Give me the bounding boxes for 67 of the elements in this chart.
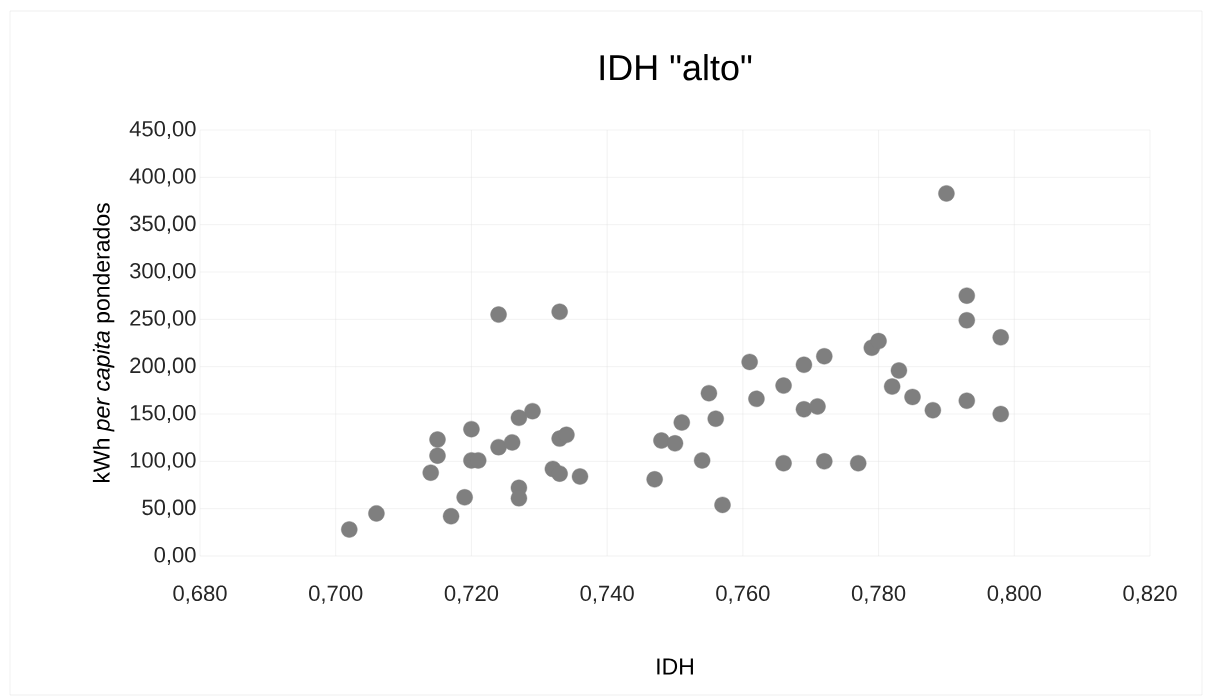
point	[422, 464, 439, 481]
point	[700, 384, 718, 402]
point	[571, 468, 589, 485]
point	[958, 392, 975, 409]
point	[551, 303, 568, 320]
point	[924, 402, 942, 419]
point	[666, 435, 684, 452]
point	[958, 287, 975, 304]
point	[992, 405, 1009, 423]
x-tick-label: 0,720	[444, 585, 499, 604]
y-tick-label: 250,00	[130, 310, 196, 329]
point	[510, 409, 528, 426]
x-tick-label: 0,800	[987, 585, 1041, 604]
y-tick-label: 100,00	[130, 452, 196, 471]
x-tick-label: 0,760	[716, 585, 770, 604]
x-axis-title: IDH	[657, 658, 693, 675]
point	[429, 431, 446, 448]
point	[850, 455, 867, 472]
y-tick-label: 0,00	[154, 546, 196, 566]
point	[646, 471, 663, 488]
y-tick-label: 400,00	[129, 168, 196, 187]
point	[442, 508, 460, 525]
y-tick-label: 200,00	[130, 357, 196, 376]
point	[883, 378, 901, 395]
x-tick-label: 0,780	[851, 585, 906, 604]
point	[558, 426, 575, 444]
point	[490, 438, 507, 456]
point	[775, 455, 792, 472]
x-tick-label: 0,700	[309, 585, 363, 604]
y-tick-label: 300,00	[130, 262, 196, 282]
point	[490, 306, 507, 323]
point	[524, 402, 541, 420]
point	[741, 353, 758, 371]
point	[368, 505, 385, 522]
point	[904, 388, 921, 406]
point	[551, 465, 568, 482]
point	[748, 390, 765, 408]
point	[463, 420, 480, 438]
point	[707, 410, 724, 427]
point	[714, 496, 731, 514]
y-tick-label: 150,00	[130, 404, 196, 424]
y-axis-title: kWh per capita ponderados	[92, 203, 115, 483]
point	[341, 521, 358, 538]
point	[673, 414, 690, 431]
point	[809, 398, 826, 415]
point	[653, 432, 670, 449]
point	[938, 185, 955, 202]
x-tick-label: 0,680	[173, 585, 227, 604]
point	[693, 452, 711, 469]
y-tick-label: 50,00	[142, 499, 196, 518]
point	[890, 362, 908, 379]
point	[870, 332, 887, 350]
point	[958, 312, 975, 329]
point	[503, 434, 521, 451]
x-tick-label: 0,740	[580, 585, 634, 604]
chart-title: IDH "alto"	[600, 54, 752, 81]
y-tick-label: 350,00	[130, 215, 196, 234]
point	[456, 489, 473, 506]
point	[795, 356, 813, 373]
x-tick-label: 0,820	[1123, 585, 1177, 604]
point	[795, 401, 813, 418]
point	[775, 377, 792, 394]
point	[429, 447, 446, 464]
point	[992, 329, 1009, 346]
point	[816, 453, 833, 470]
y-tick-label: 450,00	[129, 120, 196, 140]
point	[816, 348, 833, 365]
